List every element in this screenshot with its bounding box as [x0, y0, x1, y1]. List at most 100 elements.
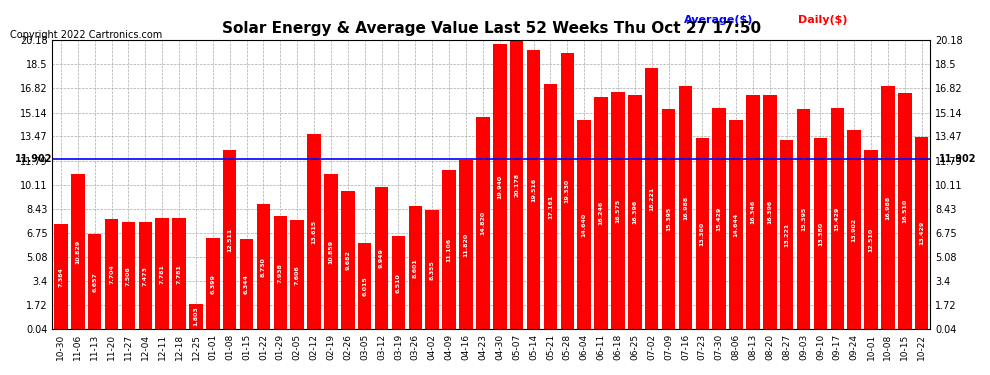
Bar — [493, 44, 507, 330]
Bar — [696, 138, 709, 330]
Bar — [797, 109, 810, 330]
Bar — [510, 40, 524, 330]
Text: 13.221: 13.221 — [784, 223, 789, 247]
Bar — [847, 130, 861, 330]
Text: 16.510: 16.510 — [902, 199, 907, 223]
Text: 13.902: 13.902 — [851, 218, 856, 242]
Text: 13.615: 13.615 — [312, 220, 317, 244]
Bar — [898, 93, 912, 330]
Text: 20.178: 20.178 — [514, 173, 519, 197]
Text: 14.644: 14.644 — [734, 212, 739, 237]
Text: 19.516: 19.516 — [531, 177, 536, 202]
Bar — [713, 108, 726, 330]
Text: 11.902: 11.902 — [939, 154, 976, 164]
Bar — [71, 174, 84, 330]
Bar — [661, 109, 675, 330]
Bar — [155, 218, 169, 330]
Text: 13.380: 13.380 — [700, 222, 705, 246]
Bar — [679, 86, 692, 330]
Text: 1.803: 1.803 — [193, 307, 198, 326]
Text: 8.355: 8.355 — [430, 260, 435, 279]
Text: 16.396: 16.396 — [633, 200, 638, 224]
Bar — [375, 187, 388, 330]
Bar — [189, 304, 203, 330]
Bar — [409, 206, 422, 330]
Text: 6.510: 6.510 — [396, 273, 401, 293]
Bar — [240, 238, 253, 330]
Bar — [223, 150, 237, 330]
Text: 13.380: 13.380 — [818, 222, 823, 246]
Text: 16.246: 16.246 — [599, 201, 604, 225]
Bar — [780, 140, 793, 330]
Text: 16.396: 16.396 — [767, 200, 772, 224]
Text: Average($): Average($) — [684, 15, 753, 25]
Bar — [594, 97, 608, 330]
Text: 10.829: 10.829 — [75, 240, 80, 264]
Text: 19.940: 19.940 — [497, 174, 502, 199]
Text: 14.820: 14.820 — [480, 211, 485, 236]
Text: 12.511: 12.511 — [228, 228, 233, 252]
Text: 16.346: 16.346 — [750, 200, 755, 225]
Bar — [611, 92, 625, 330]
Bar — [814, 138, 828, 330]
Text: 7.704: 7.704 — [109, 264, 114, 284]
Bar — [831, 108, 844, 330]
Text: 11.106: 11.106 — [446, 238, 451, 262]
Text: 19.330: 19.330 — [564, 179, 570, 203]
Text: 7.473: 7.473 — [143, 266, 148, 286]
Text: 13.429: 13.429 — [919, 221, 925, 245]
Bar — [544, 84, 557, 330]
Text: 15.395: 15.395 — [666, 207, 671, 231]
Text: 7.606: 7.606 — [295, 265, 300, 285]
Text: Copyright 2022 Cartronics.com: Copyright 2022 Cartronics.com — [10, 30, 162, 40]
Text: 12.510: 12.510 — [868, 228, 873, 252]
Bar — [54, 224, 67, 330]
Bar — [122, 222, 136, 330]
Text: 6.399: 6.399 — [210, 274, 216, 294]
Text: 7.506: 7.506 — [126, 266, 131, 286]
Text: 18.221: 18.221 — [649, 187, 654, 211]
Text: 7.384: 7.384 — [58, 267, 63, 286]
Bar — [476, 117, 490, 330]
Text: 7.781: 7.781 — [159, 264, 164, 284]
Bar — [290, 220, 304, 330]
Bar — [256, 204, 270, 330]
Bar — [746, 95, 759, 330]
Bar — [307, 134, 321, 330]
Title: Solar Energy & Average Value Last 52 Weeks Thu Oct 27 17:50: Solar Energy & Average Value Last 52 Wee… — [222, 21, 761, 36]
Bar — [881, 86, 895, 330]
Text: 15.395: 15.395 — [801, 207, 806, 231]
Bar — [358, 243, 371, 330]
Bar — [273, 216, 287, 330]
Text: 14.640: 14.640 — [582, 213, 587, 237]
Bar — [392, 236, 405, 330]
Bar — [172, 218, 186, 330]
Text: 8.730: 8.730 — [261, 257, 266, 277]
Text: 16.988: 16.988 — [683, 196, 688, 220]
Text: 6.344: 6.344 — [245, 274, 249, 294]
Bar — [915, 137, 929, 330]
Text: 6.015: 6.015 — [362, 276, 367, 296]
Text: 11.820: 11.820 — [463, 233, 468, 257]
Bar — [325, 174, 338, 330]
Bar — [644, 68, 658, 330]
Text: 15.429: 15.429 — [717, 207, 722, 231]
Text: 7.781: 7.781 — [176, 264, 181, 284]
Text: 9.682: 9.682 — [346, 250, 350, 270]
Text: 16.575: 16.575 — [616, 199, 621, 223]
Bar — [342, 191, 354, 330]
Bar — [560, 53, 574, 330]
Bar — [763, 94, 776, 330]
Text: 8.601: 8.601 — [413, 258, 418, 278]
Text: 17.161: 17.161 — [547, 194, 552, 219]
Text: 9.949: 9.949 — [379, 248, 384, 268]
Text: 11.902: 11.902 — [15, 154, 52, 164]
Bar — [443, 170, 455, 330]
Text: 15.429: 15.429 — [835, 207, 840, 231]
Bar — [864, 150, 878, 330]
Text: Daily($): Daily($) — [799, 15, 848, 25]
Text: 7.938: 7.938 — [278, 262, 283, 282]
Bar — [527, 50, 541, 330]
Bar — [206, 238, 220, 330]
Bar — [730, 120, 742, 330]
